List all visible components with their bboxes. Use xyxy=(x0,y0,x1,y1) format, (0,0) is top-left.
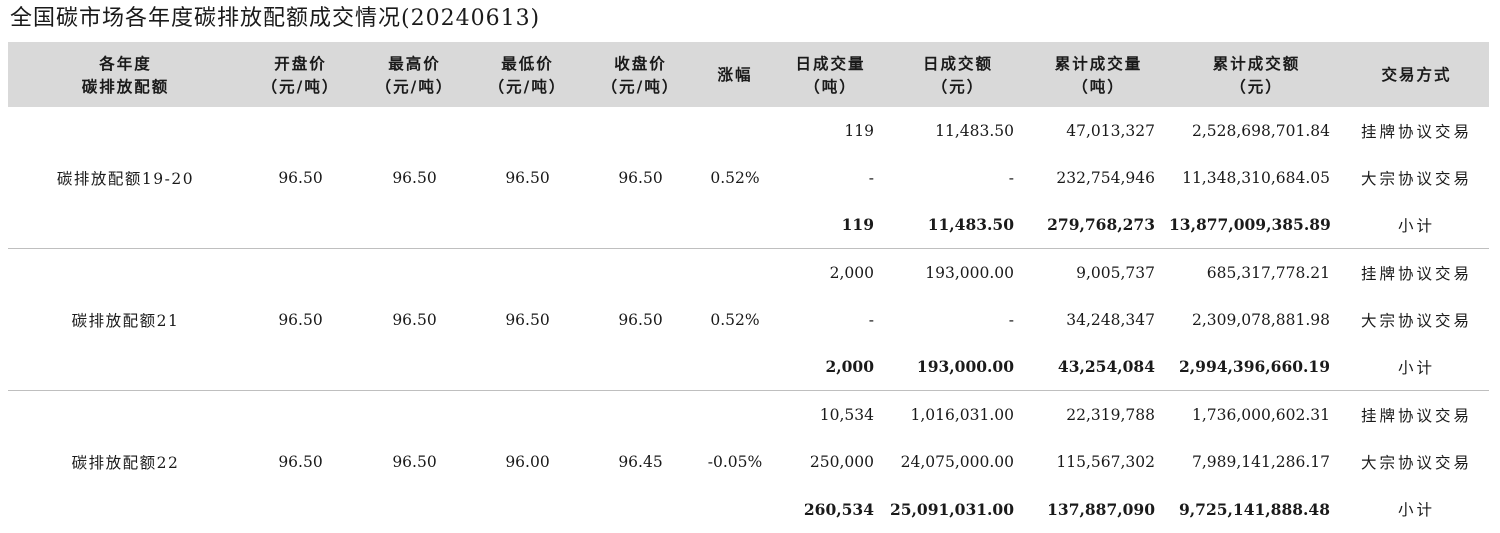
allowance-name: 碳排放配额19-20 xyxy=(8,107,243,250)
subtotal-row: 2,000 193,000.00 43,254,084 2,994,396,66… xyxy=(8,343,1489,392)
day-volume: 250,000 xyxy=(809,452,874,471)
cum-amount: 13,877,009,385.89 xyxy=(1169,201,1344,250)
table-row: 碳排放配额19-20 96.50 96.50 96.50 96.50 0.52%… xyxy=(8,107,1489,250)
day-amount: 193,000.00 xyxy=(888,343,1028,392)
header-cum-volume: 累计成交量 （吨） xyxy=(1054,53,1143,96)
change-pct: -0.05% xyxy=(707,452,763,471)
cum-volume: 137,887,090 xyxy=(1047,499,1155,519)
trade-mode: 挂牌协议交易 xyxy=(1360,122,1472,141)
open-price: 96.50 xyxy=(243,248,358,392)
day-volume: 10,534 xyxy=(819,405,874,424)
day-amount: - xyxy=(1008,310,1014,329)
cum-amount: 685,317,778.21 xyxy=(1206,263,1330,282)
day-amount: 24,075,000.00 xyxy=(900,452,1014,471)
high-price: 96.50 xyxy=(392,452,437,471)
day-volume: 2,000 xyxy=(829,263,874,282)
header-high: 最高价 （元/吨） xyxy=(375,53,454,96)
table-row: - - 232,754,946 11,348,310,684.05 大宗协议交易 xyxy=(8,154,1489,201)
low-price: 96.50 xyxy=(471,107,584,250)
trade-mode: 小计 xyxy=(1397,501,1435,520)
cum-amount: 11,348,310,684.05 xyxy=(1182,168,1330,187)
high-price: 96.50 xyxy=(358,248,471,392)
cum-volume: 232,754,946 xyxy=(1056,168,1155,187)
subtotal-row: 119 11,483.50 279,768,273 13,877,009,385… xyxy=(8,201,1489,250)
header-open: 开盘价 （元/吨） xyxy=(261,53,340,96)
cum-volume: 9,005,737 xyxy=(1076,263,1155,282)
day-amount: 25,091,031.00 xyxy=(889,499,1014,519)
trade-mode: 挂牌协议交易 xyxy=(1360,406,1472,425)
day-amount: 193,000.00 xyxy=(925,263,1014,282)
day-volume: - xyxy=(868,168,874,187)
day-amount: 1,016,031.00 xyxy=(910,405,1014,424)
header-close: 收盘价 （元/吨） xyxy=(601,53,680,96)
close-price: 96.50 xyxy=(584,248,697,392)
close-price: 96.50 xyxy=(584,107,697,250)
day-volume: 2,000 xyxy=(773,343,888,392)
cum-volume: 34,248,347 xyxy=(1066,310,1155,329)
trade-mode: 大宗协议交易 xyxy=(1360,311,1472,330)
carbon-market-table: 各年度 碳排放配额 开盘价 （元/吨） 最高价 （元/吨） 最低价 （元/吨） 收盘价（… xyxy=(8,42,1489,533)
day-amount: 11,483.50 xyxy=(888,201,1028,250)
table-header-row: 各年度 碳排放配额 开盘价 （元/吨） 最高价 （元/吨） 最低价 （元/吨） 收盘价（… xyxy=(8,42,1489,107)
cum-amount: 2,994,396,660.19 xyxy=(1169,343,1344,392)
cum-amount: 9,725,141,888.48 xyxy=(1178,499,1330,519)
trade-mode: 挂牌协议交易 xyxy=(1360,264,1472,283)
cum-amount: 2,528,698,701.84 xyxy=(1191,121,1330,140)
subtotal-row: 260,534 25,091,031.00 137,887,090 9,725,… xyxy=(8,485,1489,532)
trade-mode: 大宗协议交易 xyxy=(1360,169,1472,188)
day-volume: 119 xyxy=(844,121,874,140)
trade-mode: 大宗协议交易 xyxy=(1360,453,1472,472)
low-price: 96.50 xyxy=(471,248,584,392)
header-day-amount: 日成交额 （元） xyxy=(922,53,993,96)
header-low: 最低价 （元/吨） xyxy=(488,53,567,96)
header-trade-mode: 交易方式 xyxy=(1381,65,1452,84)
header-year-allowance: 各年度 碳排放配额 xyxy=(81,53,170,96)
close-price: 96.45 xyxy=(618,452,663,471)
allowance-name: 碳排放配额21 xyxy=(8,248,243,392)
change-pct: 0.52% xyxy=(697,248,773,392)
open-price: 96.50 xyxy=(243,107,358,250)
cum-volume: 43,254,084 xyxy=(1028,343,1169,392)
header-day-volume: 日成交量 （吨） xyxy=(795,53,866,96)
page-title: 全国碳市场各年度碳排放配额成交情况(20240613) xyxy=(10,6,541,31)
low-price: 96.00 xyxy=(505,452,550,471)
cum-volume: 47,013,327 xyxy=(1066,121,1155,140)
open-price: 96.50 xyxy=(278,452,323,471)
cum-amount: 2,309,078,881.98 xyxy=(1191,310,1330,329)
cum-amount: 1,736,000,602.31 xyxy=(1191,405,1330,424)
trade-mode: 小计 xyxy=(1344,343,1489,392)
cum-volume: 279,768,273 xyxy=(1028,201,1169,250)
table-row: 250,000 24,075,000.00 115,567,302 7,989,… xyxy=(8,438,1489,485)
change-pct: 0.52% xyxy=(697,107,773,250)
cum-volume: 115,567,302 xyxy=(1056,452,1155,471)
header-change: 涨幅 xyxy=(717,65,753,84)
header-cum-amount: 累计成交额 （元） xyxy=(1212,53,1301,96)
day-amount: - xyxy=(1008,168,1014,187)
table-row: 碳排放配额22 96.50 96.50 96.00 96.45 -0.05% 1… xyxy=(8,391,1489,472)
day-volume: 260,534 xyxy=(803,499,874,519)
cum-amount: 7,989,141,286.17 xyxy=(1191,452,1330,471)
table-row: - - 34,248,347 2,309,078,881.98 大宗协议交易 xyxy=(8,296,1489,343)
table-row: 碳排放配额21 96.50 96.50 96.50 96.50 0.52% 2,… xyxy=(8,248,1489,392)
cum-volume: 22,319,788 xyxy=(1066,405,1155,424)
allowance-name: 碳排放配额22 xyxy=(71,453,180,472)
day-volume: - xyxy=(868,310,874,329)
day-volume: 119 xyxy=(773,201,888,250)
trade-mode: 小计 xyxy=(1344,201,1489,250)
day-amount: 11,483.50 xyxy=(935,121,1014,140)
high-price: 96.50 xyxy=(358,107,471,250)
